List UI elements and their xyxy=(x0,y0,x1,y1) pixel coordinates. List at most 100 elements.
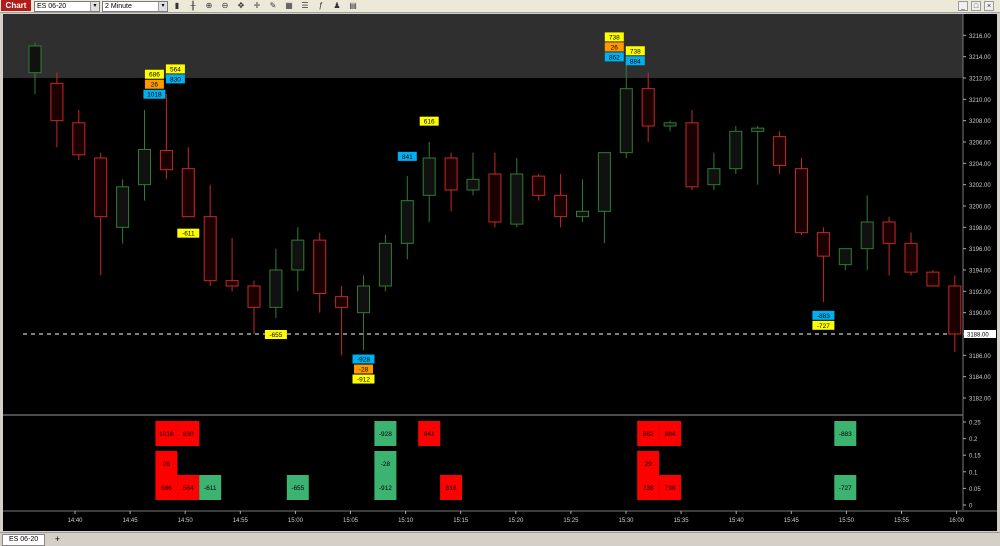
heat-cell xyxy=(286,475,309,500)
zoom-in-icon[interactable]: ⊕ xyxy=(205,1,213,10)
price-tick-label: 3194.00 xyxy=(969,269,991,275)
close-button[interactable]: × xyxy=(984,1,994,11)
lower-tick-label: 0.05 xyxy=(969,487,981,493)
candle-body xyxy=(357,285,370,314)
candle-body xyxy=(773,136,787,166)
price-tick-label: 3202.00 xyxy=(969,183,991,189)
time-tick-label: 15:40 xyxy=(729,518,745,524)
candle-body xyxy=(181,168,195,218)
grid-icon[interactable]: ▦ xyxy=(285,1,293,10)
marker-label: -28 xyxy=(359,367,369,374)
marker-box xyxy=(352,354,375,364)
heat-cell-label: -28 xyxy=(381,461,391,468)
last-price-label: 3188.00 xyxy=(967,333,989,339)
time-tick-label: 14:55 xyxy=(233,518,249,524)
heat-cell-label: 1018 xyxy=(159,431,174,438)
time-tick-label: 15:50 xyxy=(839,518,855,524)
price-tick-label: 3196.00 xyxy=(969,247,991,253)
marker-box xyxy=(625,56,645,66)
candle-body xyxy=(882,221,896,244)
candle-body xyxy=(466,178,480,191)
candle-body xyxy=(795,168,808,234)
chevron-down-icon[interactable]: ▾ xyxy=(158,2,167,11)
candle-body xyxy=(554,194,568,218)
candle-body xyxy=(444,157,458,191)
candle-body xyxy=(838,248,852,266)
heat-cell-label: 616 xyxy=(446,485,457,492)
price-axis xyxy=(963,14,997,510)
candlestick-chart[interactable]: 3216.00 3214.00 3212.00 3210.00 3208.00 3206.… xyxy=(3,14,997,531)
heat-cell xyxy=(177,475,200,500)
heat-cell-label: 26 xyxy=(163,461,171,468)
marker-label: -727 xyxy=(817,323,830,330)
indicators-icon[interactable]: ƒ xyxy=(318,1,324,10)
price-tick-label: 3208.00 xyxy=(969,119,991,125)
heat-cell-label: 841 xyxy=(424,431,435,438)
marker-label: -655 xyxy=(269,332,282,339)
candle-body xyxy=(247,285,261,308)
tab-bar: ES 06-20 + xyxy=(0,532,1000,546)
properties-icon[interactable]: ☰ xyxy=(301,1,309,10)
marker-box xyxy=(352,374,375,384)
heat-cell-label: -655 xyxy=(291,485,304,492)
time-tick-label: 14:45 xyxy=(123,518,139,524)
zoom-out-icon[interactable]: ⊖ xyxy=(221,1,229,10)
candle-body xyxy=(225,280,239,287)
heat-cell xyxy=(155,475,178,500)
heat-cell-label: 564 xyxy=(183,485,194,492)
pan-icon[interactable]: ✥ xyxy=(237,1,245,10)
time-tick-label: 14:50 xyxy=(178,518,194,524)
candle-body xyxy=(532,175,546,196)
price-tick-label: 3200.00 xyxy=(969,205,991,211)
bar-type-icon[interactable]: ╫ xyxy=(190,1,196,10)
candle-body xyxy=(510,173,524,225)
heat-cell xyxy=(374,451,397,476)
marker-box xyxy=(397,151,417,161)
bar-chart-icon[interactable]: ▮ xyxy=(174,1,180,10)
chart-area[interactable]: 3216.00 3214.00 3212.00 3210.00 3208.00 3206.… xyxy=(3,14,997,531)
price-tick-label: 3210.00 xyxy=(969,98,991,104)
candle-body xyxy=(400,200,414,244)
draw-icon[interactable]: ✎ xyxy=(269,1,277,10)
heat-cell-label: -727 xyxy=(839,485,852,492)
tab-instrument[interactable]: ES 06-20 xyxy=(2,534,46,546)
marker-label: 830 xyxy=(170,76,181,83)
lower-tick-label: 0.1 xyxy=(969,470,978,476)
price-tick-label: 3186.00 xyxy=(969,354,991,360)
candle-body xyxy=(619,88,633,154)
interval-selector[interactable]: 2 Minute ▾ xyxy=(102,1,168,12)
time-tick-label: 15:00 xyxy=(288,518,304,524)
heat-cell xyxy=(834,421,857,446)
time-tick-label: 15:20 xyxy=(508,518,524,524)
heat-cell-label: -928 xyxy=(379,431,392,438)
lower-tick-label: 0.15 xyxy=(969,454,981,460)
heat-cell xyxy=(659,421,682,446)
heat-cell xyxy=(374,475,397,500)
maximize-button[interactable]: □ xyxy=(971,1,981,11)
heat-cell xyxy=(155,451,178,476)
candle-body xyxy=(663,122,677,127)
heat-cell-label: 884 xyxy=(665,431,676,438)
lower-tick-label: 0.2 xyxy=(969,437,978,443)
candle-body xyxy=(269,269,283,308)
marker-box xyxy=(604,32,624,42)
strategies-icon[interactable]: ♟ xyxy=(333,1,341,10)
candle-body xyxy=(335,296,349,308)
time-tick-label: 15:35 xyxy=(674,518,690,524)
time-tick-label: 15:25 xyxy=(563,518,579,524)
time-tick-label: 15:10 xyxy=(398,518,414,524)
marker-label: -611 xyxy=(182,231,195,238)
candle-body xyxy=(94,157,108,218)
add-tab-button[interactable]: + xyxy=(54,534,61,544)
instrument-selector[interactable]: ES 06-20 ▾ xyxy=(34,1,100,12)
price-tick-label: 3190.00 xyxy=(969,311,991,317)
candle-body xyxy=(597,152,611,212)
marker-box xyxy=(812,310,835,320)
marker-box xyxy=(144,79,164,89)
chevron-down-icon[interactable]: ▾ xyxy=(90,2,99,11)
data-box-icon[interactable]: ▤ xyxy=(349,1,357,10)
crosshair-icon[interactable]: ✛ xyxy=(253,1,261,10)
candle-body xyxy=(948,285,962,335)
minimize-button[interactable]: _ xyxy=(958,1,968,11)
time-tick-label: 15:30 xyxy=(618,518,634,524)
